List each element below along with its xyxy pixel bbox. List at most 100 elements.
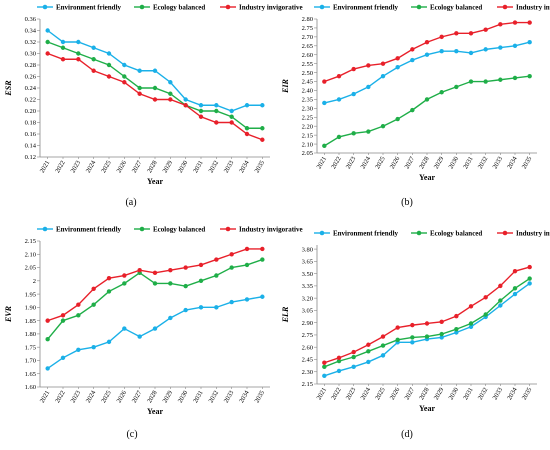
- y-tick-label: 1.85: [25, 318, 36, 325]
- legend-label: Industry invigorative: [516, 3, 550, 11]
- y-axis-title: ESR: [4, 80, 13, 97]
- data-point: [468, 321, 474, 326]
- data-point: [45, 318, 50, 323]
- data-point: [351, 91, 356, 97]
- x-tick-label: 2029: [162, 160, 175, 175]
- data-point: [106, 62, 112, 68]
- x-tick-label: 2025: [100, 390, 113, 405]
- x-tick-label: 2023: [70, 160, 83, 175]
- y-tick-label: 2.10: [302, 141, 313, 148]
- data-point: [527, 40, 532, 45]
- x-tick-label: 2035: [254, 160, 267, 175]
- data-point: [60, 313, 66, 318]
- y-tick-label: 0.12: [25, 154, 36, 161]
- data-point: [60, 45, 66, 50]
- legend-swatch-marker: [502, 4, 508, 10]
- x-tick-label: 2032: [477, 156, 490, 171]
- data-point: [122, 62, 127, 68]
- data-point: [380, 124, 386, 129]
- data-point: [468, 79, 474, 84]
- data-point: [76, 57, 81, 62]
- data-point: [168, 91, 173, 96]
- data-point: [260, 103, 265, 108]
- x-tick-label: 2027: [404, 386, 417, 401]
- data-point: [91, 68, 96, 73]
- x-axis-title: Year: [147, 177, 163, 186]
- data-point: [91, 302, 96, 307]
- data-point: [322, 143, 327, 149]
- data-point: [76, 313, 81, 318]
- data-point: [168, 315, 173, 321]
- data-point: [198, 103, 204, 108]
- chart-panel-4: 2.15 2.30 2.45 2.60 2.75 2.90 3.05 3.20 3.35 3.50…: [281, 229, 550, 440]
- data-point: [351, 66, 356, 72]
- x-tick-label: 2021: [39, 390, 52, 405]
- x-tick-label: 2035: [521, 387, 534, 402]
- data-point: [483, 47, 488, 52]
- data-point: [60, 318, 66, 323]
- legend-swatch-marker: [225, 4, 231, 10]
- y-tick-label: 2.60: [302, 52, 313, 59]
- data-point: [214, 305, 219, 310]
- data-point: [183, 97, 188, 102]
- data-point: [366, 84, 371, 90]
- data-point: [336, 134, 342, 140]
- data-point: [45, 28, 50, 33]
- chart-panel-2: 2.05 2.10 2.15 2.20 2.252.30 2.35 2.40 2.45 2.50…: [281, 3, 550, 208]
- legend-swatch-marker: [502, 230, 508, 236]
- data-point: [244, 246, 250, 252]
- data-point: [45, 51, 50, 56]
- data-point: [410, 340, 415, 345]
- data-point: [527, 281, 532, 286]
- data-point: [168, 80, 173, 85]
- data-point: [244, 262, 250, 268]
- data-point: [45, 337, 50, 342]
- legend-label: Ecology balanced: [153, 3, 205, 11]
- data-point: [260, 137, 265, 142]
- y-tick-label: 2.15: [25, 238, 36, 245]
- data-point: [322, 79, 327, 84]
- series-line-3: [324, 21, 530, 83]
- x-tick-label: 2030: [448, 156, 461, 171]
- y-tick-label: 2.45: [302, 79, 313, 86]
- data-point: [380, 353, 386, 358]
- data-point: [410, 47, 415, 52]
- x-tick-label: 2028: [418, 156, 431, 171]
- series-line-1: [47, 296, 263, 369]
- data-point: [244, 126, 250, 131]
- x-axis-title: Year: [419, 404, 435, 413]
- y-tick-label: 2.15: [302, 381, 313, 388]
- x-tick-label: 2023: [345, 156, 358, 171]
- legend: Environment friendly Ecology balanced Indu…: [37, 3, 303, 11]
- data-point: [244, 103, 250, 108]
- x-tick-label: 2027: [131, 159, 144, 174]
- data-point: [424, 321, 430, 326]
- legend-label: Environment friendly: [333, 229, 399, 237]
- y-tick-label: 3.65: [302, 259, 313, 266]
- data-point: [183, 307, 188, 313]
- data-point: [498, 22, 503, 27]
- data-point: [424, 40, 430, 45]
- x-tick-label: 2024: [360, 155, 373, 170]
- data-point: [512, 20, 518, 25]
- data-point: [198, 108, 204, 114]
- legend: Environment friendly Ecology balanced Indu…: [314, 3, 550, 11]
- series-line-3: [47, 52, 263, 141]
- panel-label: (c): [126, 429, 137, 440]
- data-point: [410, 57, 415, 63]
- data-point: [229, 108, 234, 114]
- x-tick-label: 2034: [506, 386, 519, 401]
- data-point: [229, 252, 234, 257]
- x-tick-label: 2033: [492, 387, 505, 402]
- legend-label: Industry invigorative: [516, 229, 550, 237]
- y-tick-label: 2.65: [302, 43, 313, 50]
- x-axis-title: Year: [147, 407, 163, 416]
- series-line-1: [324, 282, 531, 377]
- data-point: [366, 359, 371, 365]
- data-point: [336, 355, 342, 361]
- panel-label: (d): [401, 429, 413, 440]
- data-point: [229, 120, 234, 125]
- x-tick-label: 2027: [404, 155, 417, 170]
- y-tick-label: 3.80: [302, 246, 313, 253]
